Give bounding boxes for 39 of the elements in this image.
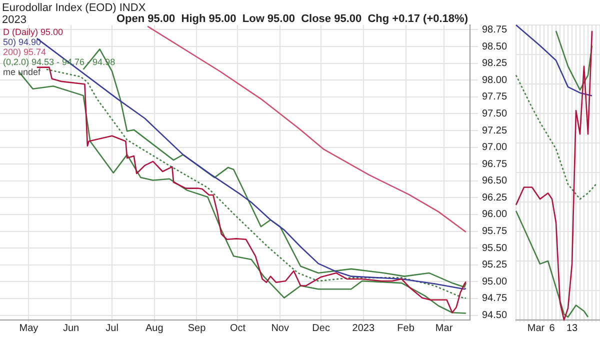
- chart-subtitle: Open 95.00 High 95.00 Low 95.00 Close 95.00 Chg +0.17 (+0.18%): [116, 13, 468, 25]
- y-tick-label: 98.75: [482, 24, 508, 36]
- y-tick-label: 98.50: [482, 41, 508, 52]
- x-tick-label: Jun: [62, 322, 80, 334]
- y-tick-label: 97.75: [482, 92, 508, 103]
- x-tick-label: 13: [566, 322, 578, 334]
- y-tick-label: 95.75: [482, 226, 508, 238]
- y-tick-label: 98.25: [482, 58, 508, 70]
- annotation: 2023: [2, 14, 26, 26]
- y-tick-label: 95.50: [482, 242, 508, 254]
- x-tick-label: May: [19, 322, 38, 334]
- y-tick-label: 97.25: [482, 125, 508, 136]
- y-tick-label: 95.25: [482, 260, 508, 271]
- y-tick-label: 96.25: [482, 192, 508, 204]
- y-tick-label: 94.75: [482, 293, 508, 304]
- x-tick-label: Jul: [106, 322, 118, 334]
- y-tick-label: 97.50: [482, 108, 508, 120]
- y-tick-label: 97.00: [482, 142, 508, 154]
- y-tick-label: 96.75: [482, 158, 508, 170]
- y-tick-label: 94.50: [482, 310, 508, 322]
- y-tick-label: 98.00: [482, 74, 508, 86]
- x-tick-label: Nov: [271, 322, 289, 334]
- x-tick-label: Feb: [397, 322, 415, 334]
- y-tick-label: 96.50: [482, 176, 508, 187]
- annotation: me undef: [3, 67, 42, 77]
- x-tick-label: Mar: [435, 322, 454, 334]
- chart-title: Eurodollar Index (EOD) INDX: [2, 2, 146, 14]
- y-tick-label: 95.00: [482, 276, 508, 288]
- x-tick-label: Mar: [527, 322, 546, 334]
- x-tick-label: 2023: [352, 322, 375, 334]
- x-tick-label: 6: [549, 322, 556, 334]
- x-tick-label: Aug: [145, 322, 164, 334]
- text: 200) 95.74: [3, 47, 48, 57]
- text: D (Daily) 95.00: [3, 27, 64, 37]
- series-label: 50) 94.90: [3, 37, 42, 47]
- x-tick-label: Sep: [188, 322, 206, 334]
- y-tick-label: 96.00: [482, 209, 508, 220]
- x-tick-label: Dec: [312, 322, 330, 334]
- x-tick-label: Oct: [230, 322, 246, 334]
